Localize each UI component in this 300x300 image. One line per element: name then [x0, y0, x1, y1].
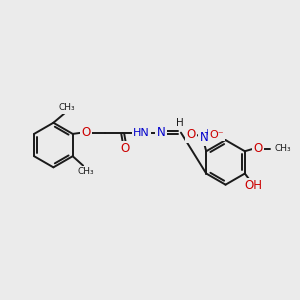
Text: N: N [200, 131, 208, 144]
Text: HN: HN [133, 128, 150, 138]
Text: O: O [120, 142, 129, 155]
Text: CH₃: CH₃ [59, 103, 75, 112]
Text: OH: OH [244, 179, 262, 192]
Text: O: O [82, 126, 91, 139]
Text: O⁻: O⁻ [209, 130, 224, 140]
Text: H: H [176, 118, 184, 128]
Text: O: O [186, 128, 196, 141]
Text: +: + [203, 128, 210, 137]
Text: CH₃: CH₃ [77, 167, 94, 176]
Text: O: O [253, 142, 262, 155]
Text: N: N [157, 126, 166, 139]
Text: CH₃: CH₃ [274, 144, 291, 153]
